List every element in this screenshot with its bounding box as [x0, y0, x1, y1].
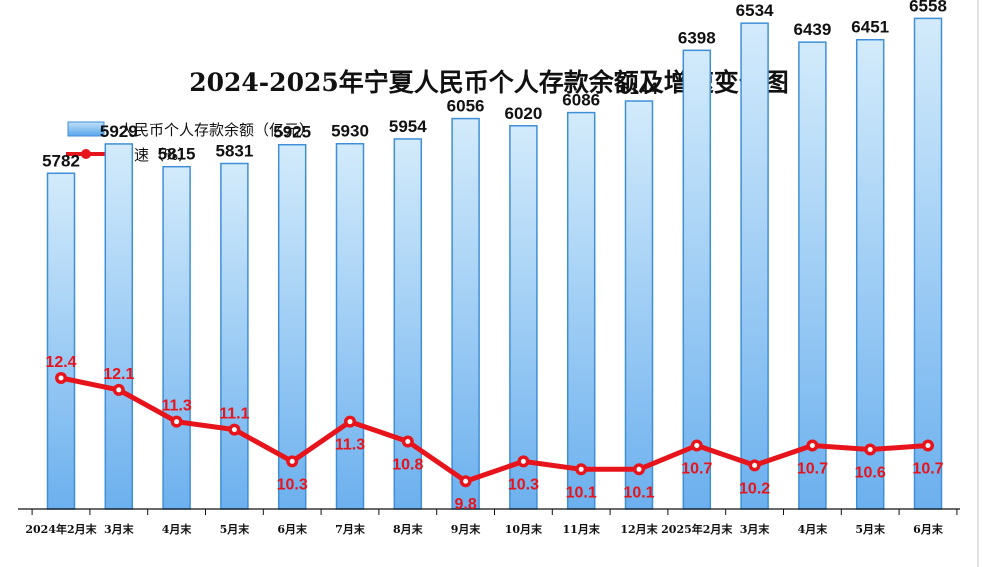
bar-value-label: 6086	[562, 91, 600, 110]
bar	[220, 162, 249, 510]
rate-marker-center	[174, 419, 180, 425]
bar	[624, 100, 654, 510]
legend-label-balance: 人民币个人存款余额（亿元）	[119, 121, 314, 139]
rate-value-label: 12.1	[103, 366, 134, 383]
x-tick-label: 3月末	[104, 522, 135, 536]
bar	[104, 143, 134, 510]
bar	[335, 142, 365, 510]
legend-label-rate: 增速（%）	[119, 146, 193, 164]
rate-value-label: 11.1	[219, 406, 249, 423]
rate-value-label: 10.7	[912, 460, 943, 477]
rate-marker-center	[463, 478, 469, 484]
rate-marker-center	[289, 458, 295, 464]
rate-marker-center	[347, 419, 353, 425]
rate-value-label: 10.6	[855, 464, 886, 481]
rate-marker-center	[752, 462, 758, 468]
bar	[162, 165, 191, 510]
bar-value-label: 5782	[42, 151, 80, 170]
rate-value-label: 10.3	[508, 476, 539, 493]
bar-value-label: 5925	[273, 123, 311, 142]
rate-marker-center	[636, 466, 642, 472]
rate-marker-center	[58, 375, 64, 381]
bar-value-label: 5831	[215, 141, 253, 160]
rate-value-label: 10.7	[681, 460, 712, 477]
bar	[46, 172, 76, 510]
x-tick-label: 8月末	[393, 522, 424, 536]
x-tick-label: 4月末	[162, 522, 193, 536]
rate-value-label: 11.3	[161, 398, 191, 415]
bar	[277, 143, 307, 510]
bar-value-label: 6451	[851, 18, 889, 37]
bar	[451, 117, 480, 510]
x-tick-label: 6月末	[277, 522, 308, 536]
x-tick-label: 3月末	[740, 522, 771, 536]
rate-marker-center	[867, 446, 873, 452]
rate-line	[60, 375, 929, 484]
x-axis-tick-labels: 2024年2月末 3月末 4月末 5月末 6月末 7月末 8月末 9月末 10月末 11月末 12月…	[25, 522, 943, 536]
bar	[566, 111, 596, 510]
bar-value-label: 6398	[678, 28, 716, 47]
bar-value-label: 5815	[158, 145, 196, 164]
rate-marker-center	[116, 387, 122, 393]
rate-value-label: 10.8	[392, 457, 423, 474]
rate-marker-center	[578, 466, 584, 472]
rate-marker-center	[520, 458, 526, 464]
bar-series	[46, 17, 943, 510]
bar-value-label: 5929	[100, 122, 138, 141]
rate-value-label: 12.4	[45, 354, 76, 371]
x-tick-label: 10月末	[505, 522, 543, 536]
bar-value-label: 5954	[389, 117, 427, 136]
x-tick-label: 2024年2月末	[25, 522, 97, 536]
x-tick-label: 5月末	[220, 522, 251, 536]
rate-value-label: 10.1	[566, 484, 597, 501]
rate-markers	[55, 372, 934, 488]
legend-line-marker	[81, 149, 91, 159]
rate-value-label: 11.3	[335, 437, 365, 454]
rate-value-label: 10.2	[739, 480, 770, 497]
x-tick-label: 11月末	[563, 522, 601, 536]
x-tick-label: 5月末	[855, 522, 886, 536]
bar-value-label: 6558	[909, 0, 947, 15]
bar	[855, 38, 885, 510]
bar-value-labels: 5782 5929 5815 5831 5925 5930 5954 6056 6020 6086…	[42, 0, 947, 170]
x-tick-label: 4月末	[798, 522, 829, 536]
bar-value-label: 6534	[736, 1, 774, 20]
legend: 人民币个人存款余额（亿元） 增速（%）	[66, 121, 314, 164]
rate-marker-center	[809, 442, 815, 448]
x-tick-label: 12月末	[620, 522, 658, 536]
bar-value-label: 6439	[793, 20, 831, 39]
bar	[509, 125, 538, 510]
bar-value-label: 5930	[331, 122, 369, 141]
x-tick-label: 9月末	[451, 522, 482, 536]
x-tick-label: 2025年2月末	[661, 522, 733, 536]
x-tick-label: 6月末	[913, 522, 944, 536]
bar-value-label: 6144	[620, 79, 658, 98]
bar	[798, 41, 827, 510]
bar-value-label: 6020	[504, 104, 542, 123]
rate-value-label: 9.8	[454, 496, 476, 513]
bar	[913, 17, 943, 510]
rate-value-label: 10.1	[623, 484, 654, 501]
rate-marker-center	[405, 439, 411, 445]
legend-bar-swatch	[67, 121, 105, 137]
rate-value-label: 10.7	[797, 460, 828, 477]
rate-value-label: 10.3	[277, 476, 308, 493]
x-axis-ticks	[31, 509, 958, 515]
bar	[740, 22, 769, 510]
rate-marker-center	[231, 427, 237, 433]
bar-value-label: 6056	[447, 97, 485, 116]
x-tick-label: 7月末	[335, 522, 366, 536]
rate-value-labels: 12.4 12.1 11.3 11.1 10.3 11.3 10.8 9.8 10.3 10.1 1…	[45, 354, 943, 513]
rate-marker-center	[694, 442, 700, 448]
bar	[393, 138, 423, 510]
rate-marker-center	[925, 442, 931, 448]
